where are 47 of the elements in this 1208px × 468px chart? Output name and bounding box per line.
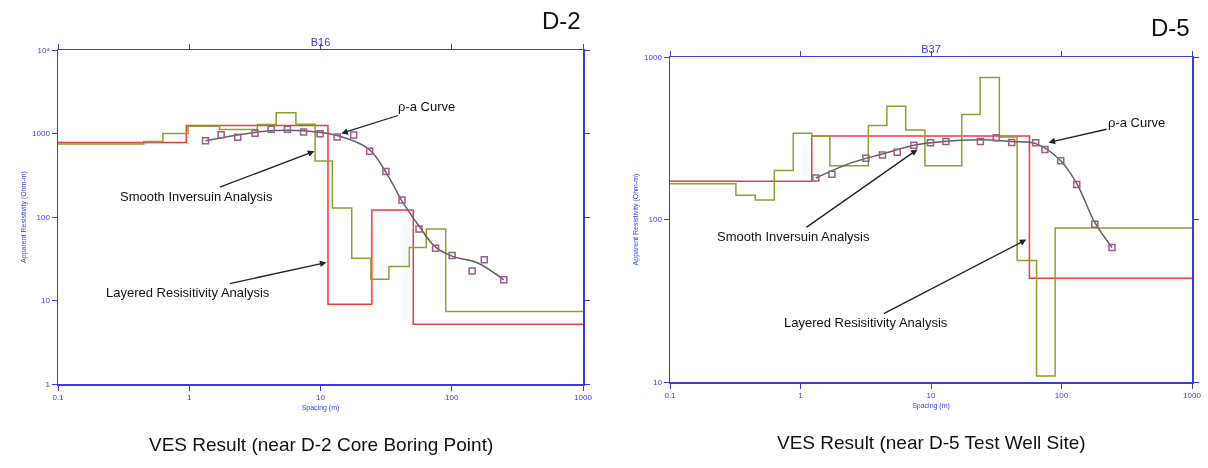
x-tick-label: 100 <box>1054 391 1069 401</box>
point <box>415 225 423 233</box>
point <box>448 251 456 260</box>
y-tick-label: 100 <box>648 215 663 225</box>
point <box>217 130 225 139</box>
y-tick-label: 1 <box>45 379 51 389</box>
x-tick-label: 0.1 <box>52 393 65 403</box>
text: VES Result (near D-5 Test Well Site) <box>777 432 1086 453</box>
chart-title: B37 <box>921 43 941 55</box>
x-tick-label: 1 <box>187 393 193 403</box>
point <box>283 125 292 134</box>
point <box>382 167 390 176</box>
y-tick-label: 10 <box>40 296 51 306</box>
text: VES Result (near D-2 Core Boring Point) <box>149 434 494 455</box>
point <box>233 133 242 142</box>
annotation: Smooth Inversuin Analysis <box>717 229 870 244</box>
annotation: Layered Resisitivity Analysis <box>784 315 948 330</box>
annotation: Smooth Inversuin Analysis <box>120 189 273 204</box>
point <box>299 128 308 136</box>
point <box>365 147 374 155</box>
x-tick-label: 1000 <box>1183 391 1202 401</box>
point <box>316 130 324 138</box>
x-tick-label: 1000 <box>574 393 593 403</box>
point <box>333 133 341 141</box>
x-tick-label: 0.1 <box>664 391 677 401</box>
annotation: ρ-a Curve <box>1108 115 1166 130</box>
point <box>398 196 406 204</box>
point <box>349 131 358 139</box>
y-tick-label: 100 <box>36 212 51 222</box>
point <box>251 129 259 137</box>
x-tick-label: 10 <box>316 393 326 403</box>
text: D-5 <box>1151 14 1190 41</box>
x-tick-label: 10 <box>926 391 936 401</box>
text: D-2 <box>542 7 581 34</box>
chart-title: B16 <box>310 36 331 48</box>
y-tick-label: 10 <box>652 377 663 387</box>
annotation: ρ-a Curve <box>398 99 456 114</box>
y-tick-label: 1000 <box>32 129 51 139</box>
point <box>267 125 275 134</box>
annotation: Layered Resisitivity Analysis <box>106 285 270 300</box>
y-tick-label: 1000 <box>644 52 663 62</box>
x-tick-label: 100 <box>445 393 459 403</box>
y-tick-label: 10⁴ <box>37 45 51 55</box>
point <box>431 244 440 253</box>
point <box>201 137 210 145</box>
point <box>480 256 489 264</box>
x-tick-label: 1 <box>798 391 804 401</box>
